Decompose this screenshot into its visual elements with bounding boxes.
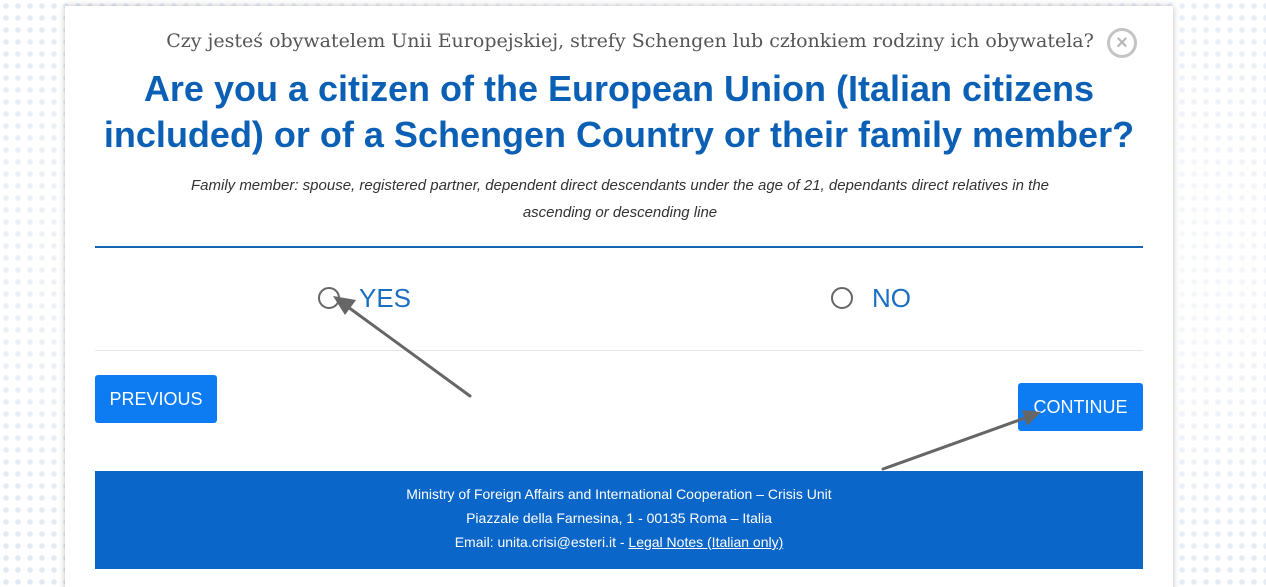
footer-contact: Email: unita.crisi@esteri.it - Legal Not… — [95, 530, 1143, 554]
yes-radio-button[interactable] — [318, 287, 340, 309]
options-divider — [95, 350, 1143, 351]
no-label[interactable]: NO — [872, 282, 911, 313]
no-radio-button[interactable] — [831, 287, 853, 309]
footer: Ministry of Foreign Affairs and Internat… — [95, 471, 1143, 569]
legal-notes-link[interactable]: Legal Notes (Italian only) — [628, 534, 784, 550]
close-icon[interactable]: × — [1107, 28, 1137, 58]
footer-email: Email: unita.crisi@esteri.it - — [454, 534, 629, 550]
footer-address: Piazzale della Farnesina, 1 - 00135 Roma… — [466, 510, 772, 526]
previous-button[interactable]: PREVIOUS — [95, 375, 217, 423]
section-divider — [95, 246, 1143, 248]
yes-option[interactable]: YES — [318, 278, 411, 318]
footer-ministry: Ministry of Foreign Affairs and Internat… — [406, 486, 832, 502]
polish-question-text: Czy jesteś obywatelem Unii Europejskiej,… — [166, 30, 1094, 52]
main-question-heading: Are you a citizen of the European Union … — [95, 66, 1143, 158]
close-symbol: × — [1116, 32, 1128, 54]
family-note-line-2: ascending or descending line — [522, 204, 718, 221]
no-option[interactable]: NO — [831, 278, 911, 318]
continue-button[interactable]: CONTINUE — [1018, 383, 1143, 431]
family-note-line-1: Family member: spouse, registered partne… — [190, 177, 1050, 194]
family-member-note: Family member: spouse, registered partne… — [120, 172, 1120, 226]
question-line-1: Are you a citizen of the European Union … — [143, 68, 1095, 109]
yes-label[interactable]: YES — [359, 282, 412, 313]
question-line-2: included) or of a Schengen Country or th… — [103, 114, 1135, 155]
